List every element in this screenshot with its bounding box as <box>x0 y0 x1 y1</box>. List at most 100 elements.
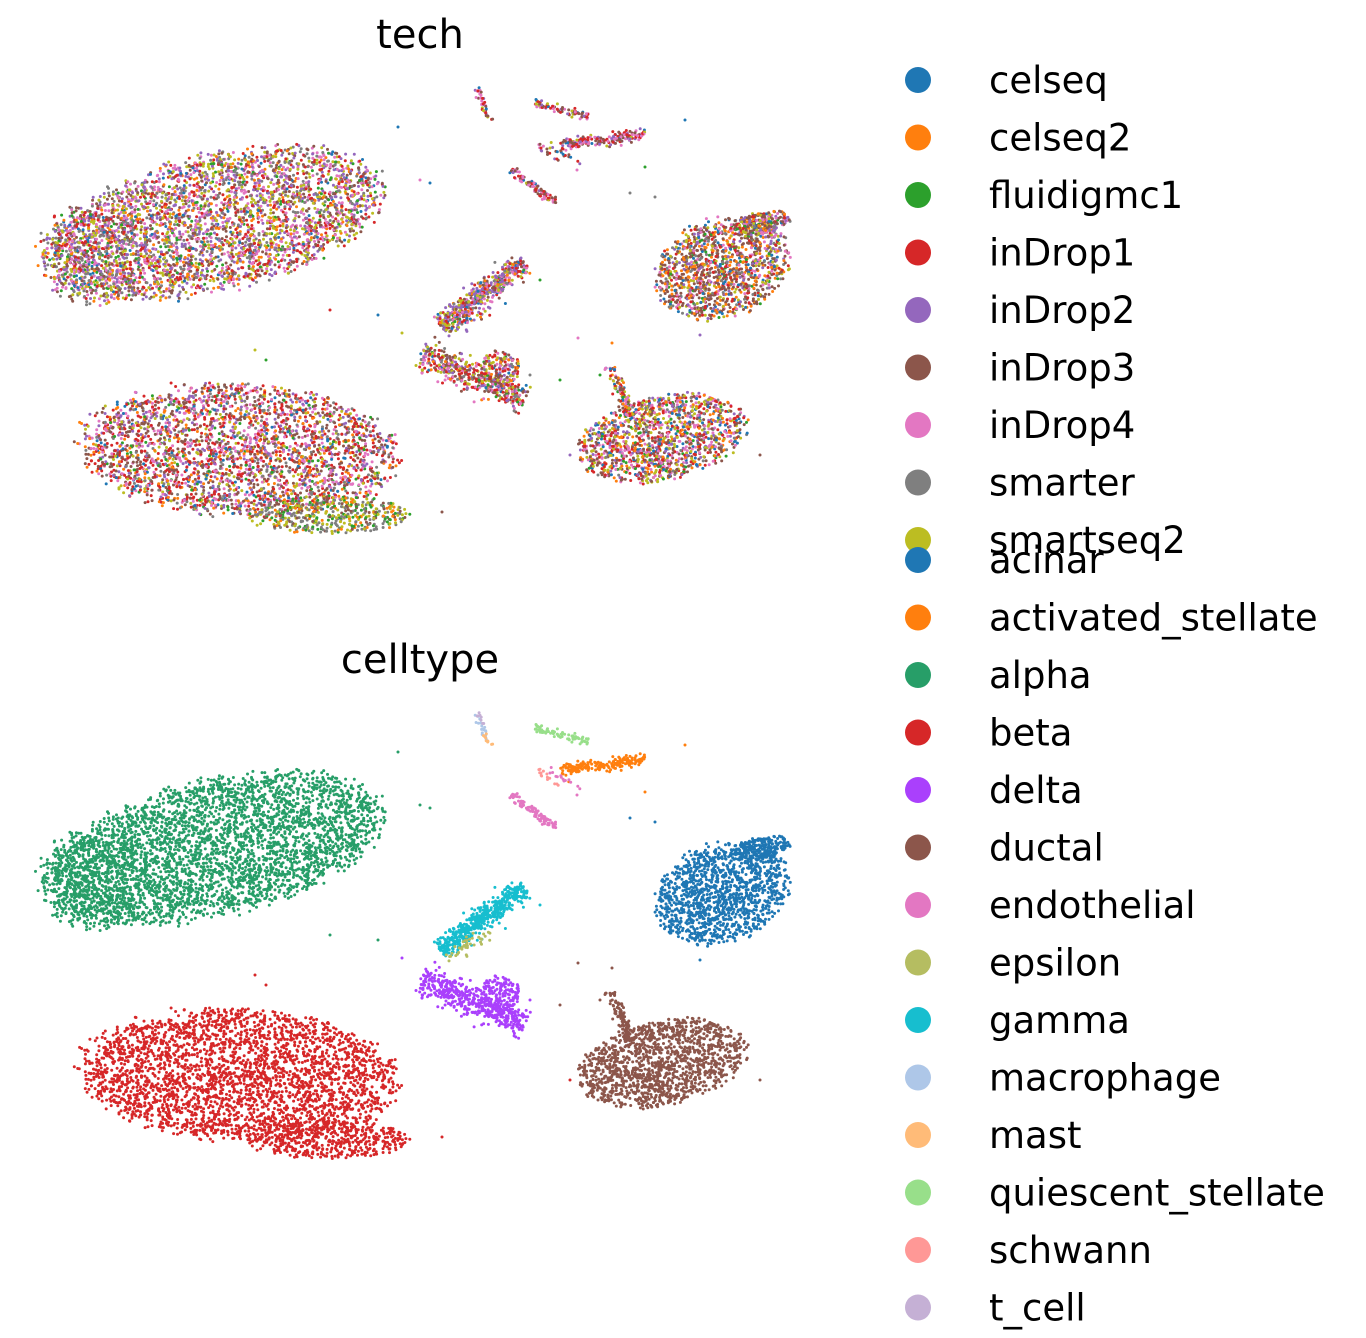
tech-point-inDrop1 <box>367 216 370 219</box>
tech-point-smartseq2 <box>281 229 284 232</box>
tech-point-inDrop2 <box>143 189 146 192</box>
tech-point-inDrop2 <box>124 287 127 290</box>
tech-point-smarter <box>169 284 172 287</box>
tech-point-smarter <box>182 196 185 199</box>
tech-point-inDrop4 <box>143 272 146 275</box>
tech-point-inDrop4 <box>254 246 257 249</box>
tech-point-smartseq2 <box>66 258 69 261</box>
tech-point-smarter <box>98 249 101 252</box>
tech-point-inDrop1 <box>360 175 363 178</box>
tech-point-smarter <box>144 241 147 244</box>
tech-point-celseq2 <box>250 219 253 222</box>
tech-point-inDrop3 <box>131 419 134 422</box>
tech-point-celseq2 <box>217 227 220 230</box>
tech-point-inDrop4 <box>69 261 72 264</box>
tech-point-inDrop4 <box>70 246 73 249</box>
tech-point-fluidigmc1 <box>64 273 67 276</box>
tech-point-inDrop4 <box>283 172 286 175</box>
tech-point-smartseq2 <box>275 254 278 257</box>
tech-point-inDrop3 <box>261 250 264 253</box>
tech-point-smarter <box>225 178 228 181</box>
tech-point-smartseq2 <box>274 155 277 158</box>
tech-point-inDrop3 <box>127 278 130 281</box>
tech-point-smartseq2 <box>382 191 385 194</box>
tech-point-celseq2 <box>270 246 273 249</box>
tech-point-inDrop4 <box>228 177 231 180</box>
tech-point-smartseq2 <box>320 146 323 149</box>
tech-point-smarter <box>122 271 125 274</box>
tech-point-smartseq2 <box>132 245 135 248</box>
tech-point-smartseq2 <box>52 258 55 261</box>
tech-point-inDrop1 <box>329 223 332 226</box>
tech-point-inDrop4 <box>288 203 291 206</box>
tech-point-smartseq2 <box>106 296 109 299</box>
tech-point-inDrop3 <box>133 259 136 262</box>
tech-point-inDrop4 <box>120 437 123 440</box>
tech-point-inDrop3 <box>384 194 387 197</box>
tech-point-smarter <box>316 173 319 176</box>
tech-point-celseq2 <box>44 274 47 277</box>
tech-point-smarter <box>352 215 355 218</box>
tech-point-smarter <box>326 160 329 163</box>
tech-point-inDrop1 <box>261 174 264 177</box>
tech-point-smarter <box>217 196 220 199</box>
tech-point-smartseq2 <box>229 155 232 158</box>
tech-point-inDrop4 <box>212 219 215 222</box>
tech-point-inDrop4 <box>61 286 64 289</box>
tech-point-smartseq2 <box>154 262 157 265</box>
tech-point-smarter <box>203 190 206 193</box>
tech-point-inDrop4 <box>351 194 354 197</box>
tech-point-inDrop1 <box>147 435 150 438</box>
tech-point-inDrop4 <box>289 235 292 238</box>
tech-point-inDrop3 <box>53 265 56 268</box>
tech-point-inDrop2 <box>237 162 240 165</box>
tech-point-smarter <box>204 277 207 280</box>
tech-point-smarter <box>239 233 242 236</box>
tech-point-inDrop3 <box>137 268 140 271</box>
tech-point-smartseq2 <box>168 274 171 277</box>
tech-point-smarter <box>55 237 58 240</box>
tech-point-smarter <box>268 279 271 282</box>
tech-point-inDrop1 <box>282 505 285 508</box>
tech-point-smartseq2 <box>289 168 292 171</box>
tech-point-inDrop4 <box>240 190 243 193</box>
tech-point-inDrop4 <box>153 185 156 188</box>
tech-point-inDrop4 <box>107 285 110 288</box>
tech-point-inDrop3 <box>289 178 292 181</box>
tech-point-smartseq2 <box>53 277 56 280</box>
tech-point-inDrop4 <box>252 261 255 264</box>
tech-point-inDrop3 <box>264 213 267 216</box>
tech-point-smartseq2 <box>201 172 204 175</box>
tech-point-inDrop1 <box>296 186 299 189</box>
tech-point-inDrop2 <box>75 258 78 261</box>
tech-point-inDrop3 <box>127 289 130 292</box>
tech-point-celseq2 <box>258 256 261 259</box>
tech-point-smartseq2 <box>353 234 356 237</box>
tech-point-smarter <box>126 222 129 225</box>
tech-point-inDrop4 <box>135 281 138 284</box>
tech-point-inDrop3 <box>186 215 189 218</box>
tech-point-inDrop3 <box>102 287 105 290</box>
tech-point-smartseq2 <box>209 279 212 282</box>
tech-point-inDrop2 <box>160 250 163 253</box>
tech-point-celseq <box>316 236 319 239</box>
tech-point-inDrop2 <box>167 198 170 201</box>
tech-point-smartseq2 <box>97 199 100 202</box>
tech-point-inDrop3 <box>71 211 74 214</box>
tech-point-celseq2 <box>264 168 267 171</box>
tech-point-inDrop4 <box>134 205 137 208</box>
tech-point-celseq <box>178 257 181 260</box>
tech-point-smarter <box>169 254 172 257</box>
tech-point-inDrop4 <box>113 297 116 300</box>
tech-point-inDrop2 <box>169 208 172 211</box>
tech-point-inDrop4 <box>306 226 309 229</box>
tech-point-smartseq2 <box>138 213 141 216</box>
tech-point-smarter <box>105 250 108 253</box>
tech-point-smarter <box>115 245 118 248</box>
tech-point-celseq2 <box>136 411 139 414</box>
tech-point-inDrop1 <box>216 233 219 236</box>
tech-point-inDrop1 <box>221 193 224 196</box>
tech-point-inDrop3 <box>189 270 192 273</box>
tech-point-fluidigmc1 <box>356 211 359 214</box>
tech-point-smartseq2 <box>128 188 131 191</box>
